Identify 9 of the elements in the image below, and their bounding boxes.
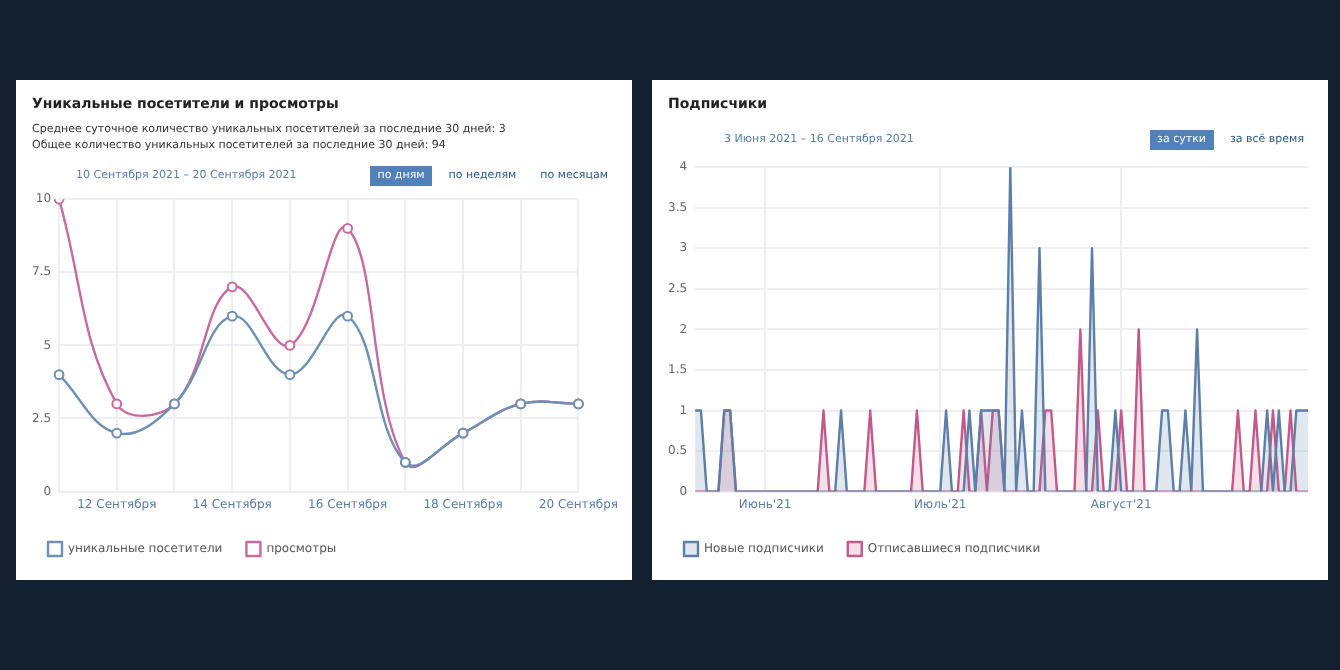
point bbox=[226, 281, 238, 293]
point bbox=[284, 369, 296, 381]
point bbox=[342, 223, 354, 234]
point bbox=[342, 310, 354, 322]
point bbox=[284, 340, 296, 351]
point bbox=[111, 427, 123, 439]
point bbox=[111, 398, 123, 410]
point bbox=[226, 310, 238, 322]
point bbox=[53, 369, 65, 381]
